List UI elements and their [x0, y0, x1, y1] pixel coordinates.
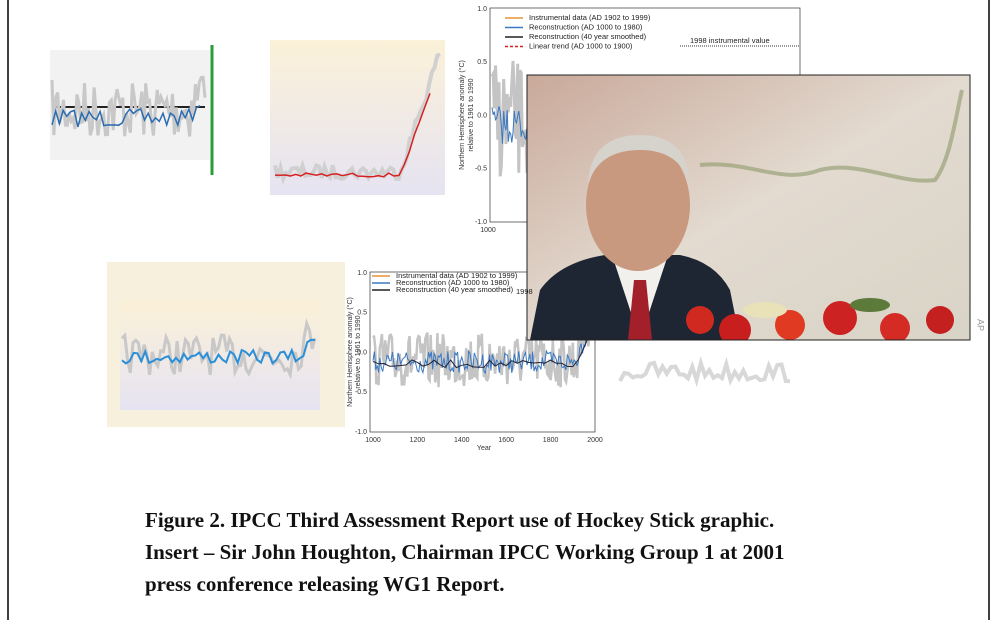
y-label: relative to 1961 to 1990 — [468, 78, 475, 151]
y-tick-label: 0.5 — [477, 59, 487, 66]
legend-label: Linear trend (AD 1000 to 1900) — [529, 41, 633, 50]
y-tick-label: -0.5 — [355, 389, 367, 396]
x-tick-label: 1000 — [365, 437, 381, 444]
photo-credit: AP — [976, 319, 986, 331]
y-label: Northern Hemisphere anomaly (°C) — [346, 297, 354, 407]
annotation: 1998 — [516, 287, 533, 296]
x-tick-label: 1800 — [543, 437, 559, 444]
legend-label: Reconstruction (40 year smoothed) — [529, 32, 647, 41]
legend-label: Instrumental data (AD 1902 to 1999) — [529, 13, 651, 22]
x-tick-label: 1200 — [410, 437, 426, 444]
legend-label: Reconstruction (40 year smoothed) — [396, 285, 514, 294]
x-tick-label: 1600 — [498, 437, 514, 444]
y-label: Northern Hemisphere anomaly (°C) — [458, 60, 466, 170]
y-tick-label: 0.0 — [477, 112, 487, 119]
y-tick-label: -1.0 — [355, 429, 367, 436]
caption-line: Figure 2. IPCC Third Assessment Report u… — [145, 508, 774, 532]
photo — [527, 75, 970, 346]
x-tick-label: 1000 — [480, 227, 496, 234]
y-tick-label: -1.0 — [475, 219, 487, 226]
legend-label: Reconstruction (AD 1000 to 1980) — [529, 22, 643, 31]
thumb-4 — [605, 335, 800, 460]
caption-line: press conference releasing WG1 Report. — [145, 572, 504, 596]
x-tick-label: 2000 — [587, 437, 603, 444]
x-label: Year — [477, 445, 492, 452]
page: 1.00.50.0-0.5-1.01.00.50.0-0.5-1.0Instru… — [0, 0, 995, 620]
y-tick-label: 1.0 — [477, 6, 487, 13]
annotation: 1998 instrumental value — [690, 36, 770, 45]
y-tick-label: 1.0 — [357, 270, 367, 277]
y-label: relative to 1961 to 1990 — [355, 315, 362, 388]
y-tick-label: -0.5 — [475, 166, 487, 173]
caption-line: Insert – Sir John Houghton, Chairman IPC… — [145, 540, 784, 564]
figure: 1.00.50.0-0.5-1.01.00.50.0-0.5-1.0Instru… — [0, 0, 995, 620]
x-tick-label: 1400 — [454, 437, 470, 444]
